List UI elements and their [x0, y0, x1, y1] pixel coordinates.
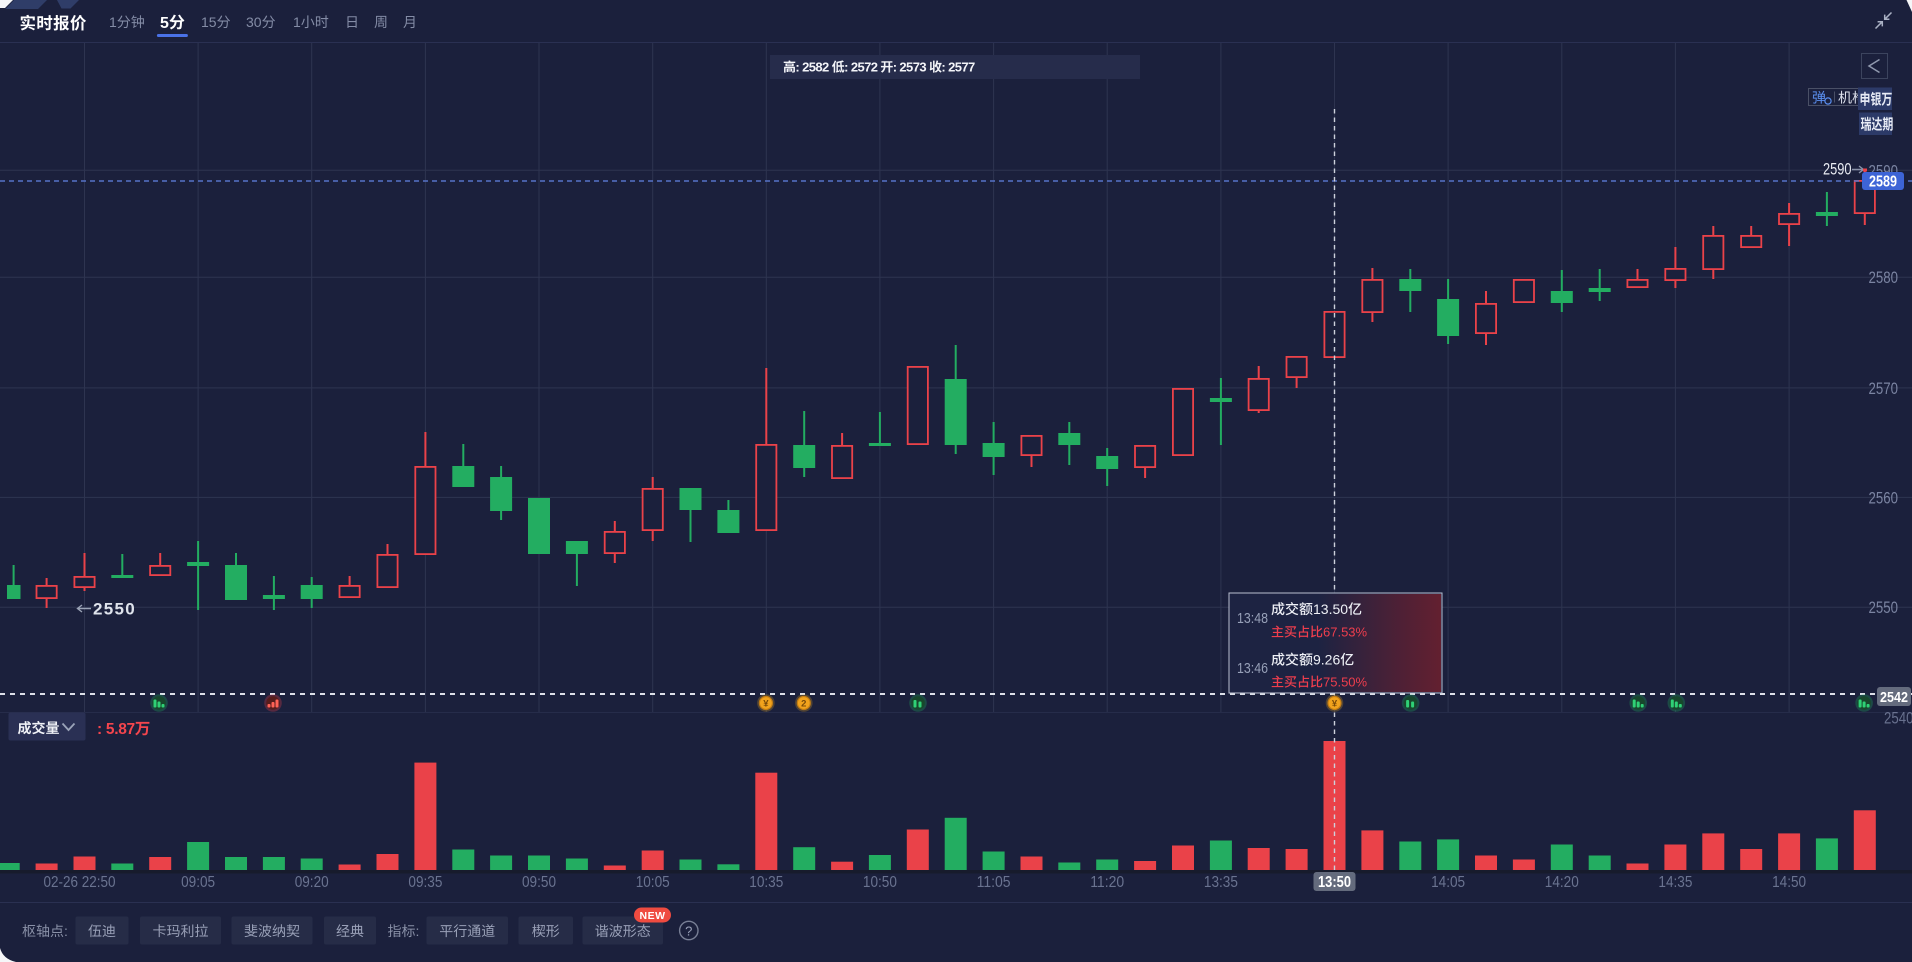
svg-text:11:05: 11:05 [977, 874, 1011, 891]
svg-text:1: 1 [293, 14, 301, 30]
svg-text:2550: 2550 [93, 600, 136, 619]
svg-text:13.50: 13.50 [1313, 601, 1348, 617]
svg-text:2560: 2560 [1869, 488, 1899, 507]
svg-text:14:20: 14:20 [1545, 874, 1579, 891]
svg-text:: 2572: : 2572 [844, 60, 878, 75]
svg-text:67.53%: 67.53% [1323, 625, 1368, 640]
svg-text:2550: 2550 [1869, 598, 1899, 617]
svg-text:13:35: 13:35 [1204, 874, 1238, 891]
svg-text:10:35: 10:35 [749, 874, 783, 891]
svg-text:09:50: 09:50 [522, 874, 556, 891]
svg-text:NEW: NEW [640, 910, 666, 922]
svg-text:2540: 2540 [1884, 709, 1912, 728]
svg-text:09:20: 09:20 [295, 874, 329, 891]
svg-text:75.50%: 75.50% [1323, 675, 1368, 690]
svg-text:02-26 22:50: 02-26 22:50 [44, 874, 116, 891]
svg-text::: : [64, 923, 68, 939]
svg-text:14:50: 14:50 [1772, 874, 1806, 891]
svg-text:14:35: 14:35 [1658, 874, 1692, 891]
svg-text:: 2582: : 2582 [795, 60, 829, 75]
svg-text:¥: ¥ [763, 699, 769, 710]
svg-text:5: 5 [160, 15, 169, 32]
svg-text:2590: 2590 [1823, 160, 1852, 179]
svg-text:¥: ¥ [1332, 699, 1338, 710]
svg-text:30: 30 [246, 14, 262, 30]
svg-text:10:50: 10:50 [863, 874, 897, 891]
svg-text::: : [416, 923, 420, 939]
svg-text:11:20: 11:20 [1090, 874, 1124, 891]
svg-text:2589: 2589 [1869, 173, 1897, 190]
svg-text:10:05: 10:05 [636, 874, 670, 891]
svg-text:2: 2 [801, 699, 806, 710]
svg-text:13:46: 13:46 [1237, 661, 1268, 677]
svg-text:: 2573: : 2573 [893, 60, 927, 75]
svg-text:09:05: 09:05 [181, 874, 215, 891]
svg-text:13:50: 13:50 [1318, 874, 1351, 891]
svg-text:2580: 2580 [1869, 268, 1899, 287]
svg-text:15: 15 [201, 14, 217, 30]
svg-text:1: 1 [109, 14, 117, 30]
svg-text:9.26: 9.26 [1313, 652, 1340, 668]
svg-text:: 5.87: : 5.87 [97, 721, 135, 738]
svg-text:13:48: 13:48 [1237, 611, 1268, 627]
svg-text:14:05: 14:05 [1431, 874, 1465, 891]
svg-text:2542: 2542 [1880, 689, 1908, 706]
svg-text:?: ? [685, 924, 692, 939]
svg-text:2570: 2570 [1869, 379, 1899, 398]
svg-text:09:35: 09:35 [408, 874, 442, 891]
svg-text:: 2577: : 2577 [941, 60, 975, 75]
